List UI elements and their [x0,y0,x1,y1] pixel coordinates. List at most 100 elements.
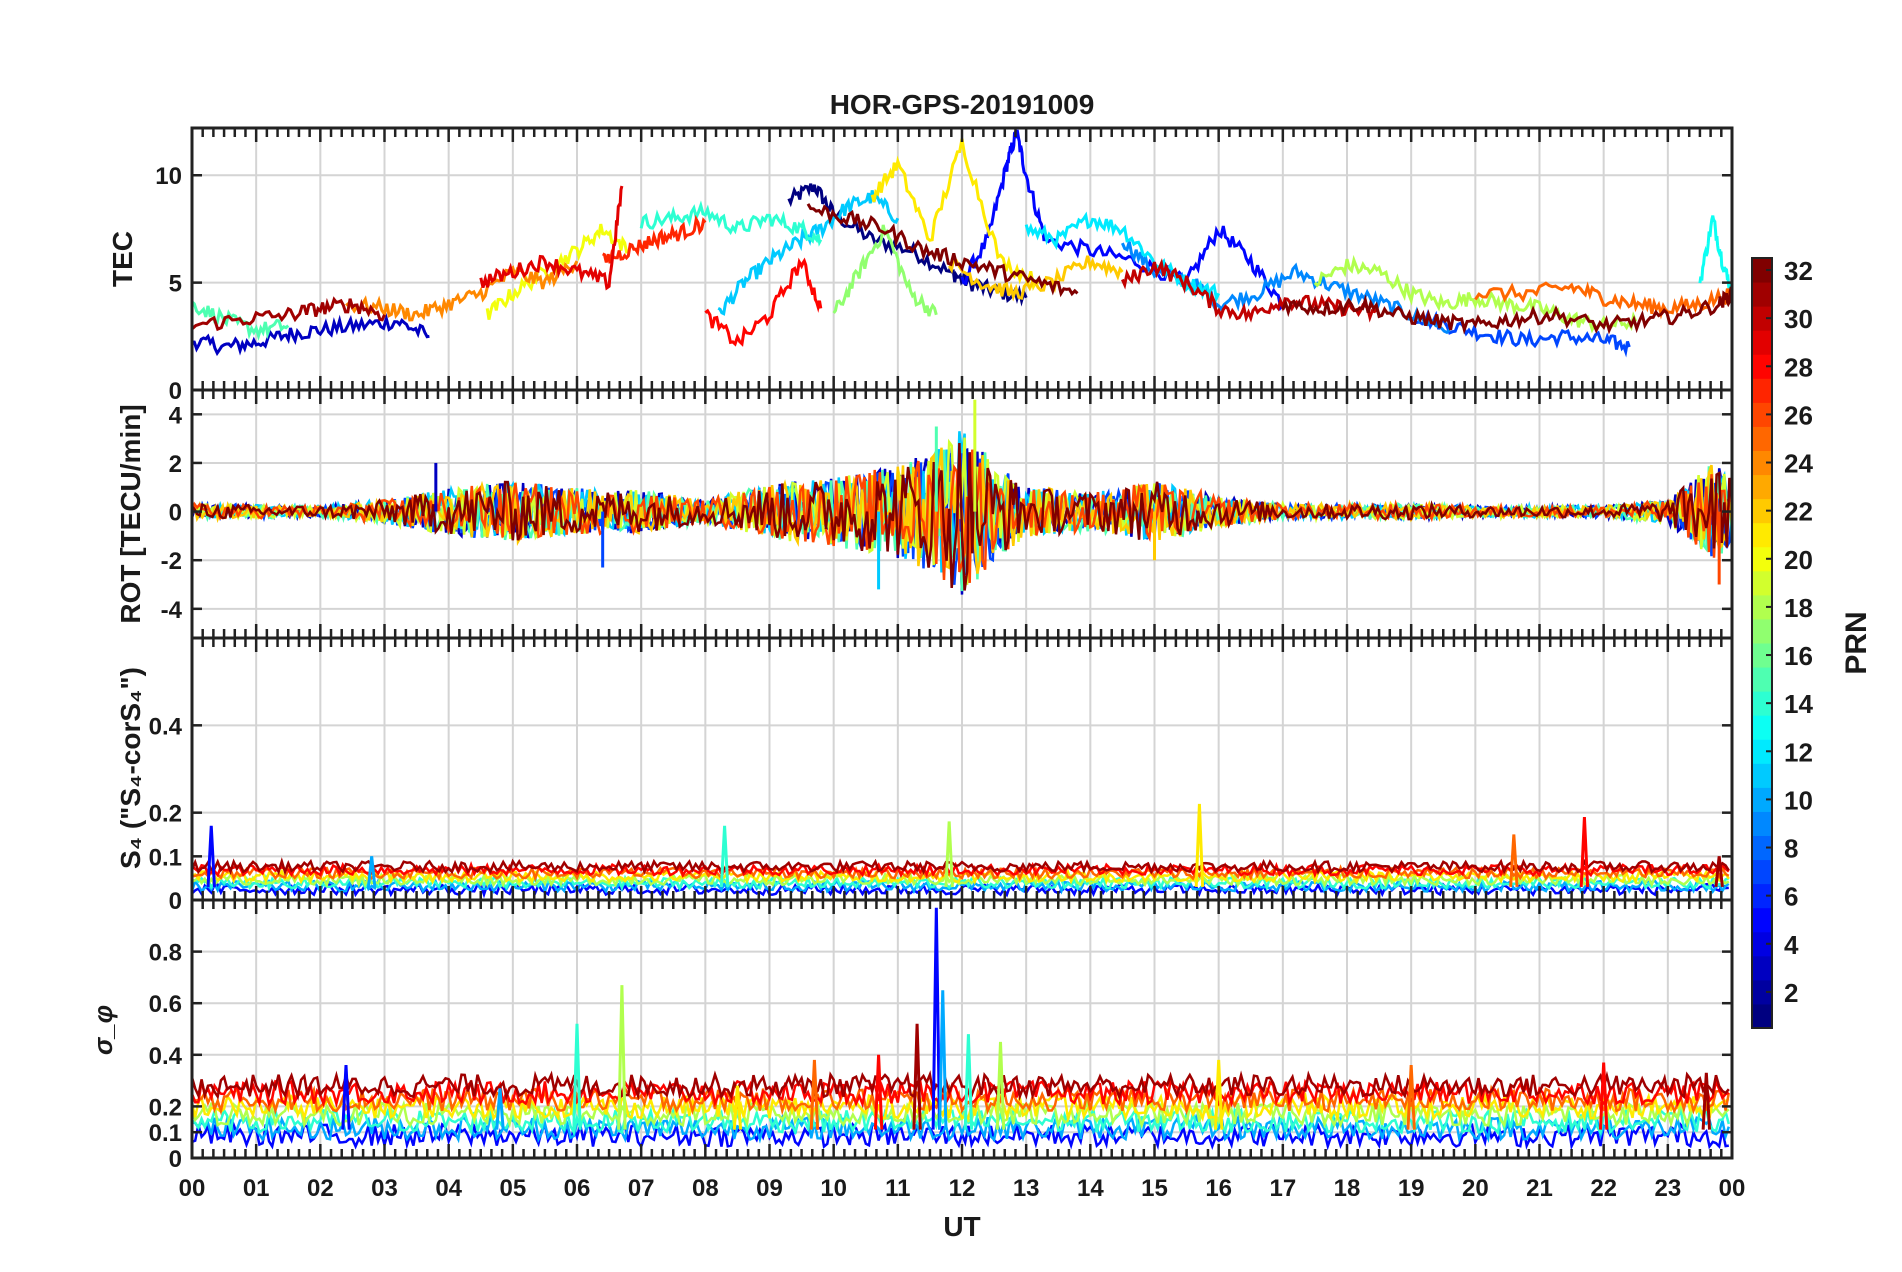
grid-tec [191,128,1733,391]
x-tick-label: 04 [435,1175,462,1202]
y-tick-label: 0.4 [149,713,183,740]
x-tick-label: 01 [243,1175,270,1202]
x-axis-label: UT [943,1211,980,1242]
lines-rot [192,399,1732,595]
colorbar-band [1752,811,1772,836]
x-tick-label: 06 [564,1175,591,1202]
series-prn-18 [192,1098,1730,1130]
series-prn-18 [1313,254,1638,334]
colorbar-band [1752,282,1772,307]
peak-mark [495,1088,505,1130]
peak-mark [963,1034,974,1130]
peak-mark [944,821,954,887]
peak-mark [995,1041,1006,1130]
peak-mark [719,825,730,887]
y-tick-label: 0.8 [149,940,182,967]
colorbar-band [1752,787,1772,812]
colorbar-tick-label: 10 [1784,785,1813,815]
colorbar-frame [1751,257,1773,1029]
panel-s4: 0 0.1 0.2 0.4 S₄ ("S₄-corS₄") [115,636,1734,915]
x-tick-label: 20 [1462,1175,1489,1202]
ylabel-sigma-phi: σ_φ [88,1005,118,1055]
colorbar-band [1752,354,1772,379]
colorbar-band [1752,907,1772,933]
series-prn-18 [192,871,1730,889]
colorbar-band [1752,979,1772,1005]
peak-mark [912,1023,922,1130]
colorbar-band [1752,450,1772,476]
colorbar-band [1752,258,1772,283]
series-prn-25 [1474,281,1732,320]
lines-s4 [192,803,1730,899]
x-tick-label: 22 [1590,1175,1617,1202]
colorbar-tick-label: 8 [1784,834,1798,864]
colorbar-tick-label: 20 [1784,545,1813,575]
x-tick-label: 02 [307,1175,334,1202]
y-tick-label: 0.1 [149,1120,182,1147]
colorbar-band [1752,306,1772,331]
x-tick-label: 23 [1654,1175,1681,1202]
figure-title: HOR-GPS-20191009 [830,89,1095,120]
series-prn-32 [1281,286,1732,335]
y-tick-label: 0 [169,500,182,527]
lines-sigma-phi [192,907,1731,1151]
y-tick-label: 0.2 [149,1094,182,1121]
series-prn-10 [192,1112,1730,1144]
x-tick-label: 18 [1334,1175,1361,1202]
colorbar-band [1752,402,1772,427]
lines-tec [192,129,1732,358]
series-prn-30 [1121,258,1381,323]
colorbar-bands [1752,258,1772,1029]
x-tick-label: 21 [1526,1175,1553,1202]
series-prn-20 [485,223,630,320]
panel-rot: -4 -2 0 2 4 ROT [TECU/min] [115,388,1734,640]
series-prn-7 [1410,309,1631,358]
y-tick-label: 10 [155,163,182,190]
colorbar-band [1752,739,1772,764]
peak-mark [732,1085,743,1130]
colorbar-band [1752,594,1772,620]
series-prn-3 [192,312,430,357]
colorbar-band [1752,691,1772,716]
x-tick-label: 03 [371,1175,398,1202]
grid-sigma-phi [191,900,1733,1159]
colorbar-tick-label: 4 [1784,930,1799,960]
x-tick-label: 15 [1141,1175,1168,1202]
colorbar-tick-label: 16 [1784,641,1813,671]
y-tick-label: 4 [169,402,183,429]
series-prn-25 [192,864,1730,883]
series-prn-21 [870,138,1040,291]
series-prn-24 [345,260,579,322]
y-tick-label: -4 [161,597,183,624]
colorbar-tick-label: 12 [1784,737,1813,767]
colorbar-band [1752,955,1772,981]
colorbar-tick-label: 24 [1784,449,1813,479]
peak-mark [1598,1062,1609,1130]
series-prn-31 [192,296,386,332]
series-prn-32 [192,442,1732,591]
colorbar-band [1752,330,1772,355]
series-prn-25 [192,1083,1731,1116]
x-tick-label: 09 [756,1175,783,1202]
colorbar-band [1752,426,1772,451]
peak-mark [1714,856,1724,888]
colorbar-band [1752,570,1772,596]
series-prn-5 [960,129,1285,312]
series-prn-28 [704,257,823,347]
colorbar-tick-label: 28 [1784,352,1813,382]
colorbar-band [1752,643,1772,668]
colorbar-band [1752,1003,1772,1029]
x-tick-label: 12 [949,1175,976,1202]
colorbar-band [1752,378,1772,403]
y-tick-label: 0 [169,888,182,915]
panel-sigma-phi: 00.10.2 0.4 0.6 0.8 σ_φ [88,898,1734,1173]
series-prn-26 [192,449,1732,583]
x-tick-label: 07 [628,1175,655,1202]
peak-mark [1579,816,1590,887]
peak-mark [572,1023,582,1130]
series-prn-27 [602,214,707,264]
peak-mark [366,856,377,888]
peak-mark [206,825,216,887]
